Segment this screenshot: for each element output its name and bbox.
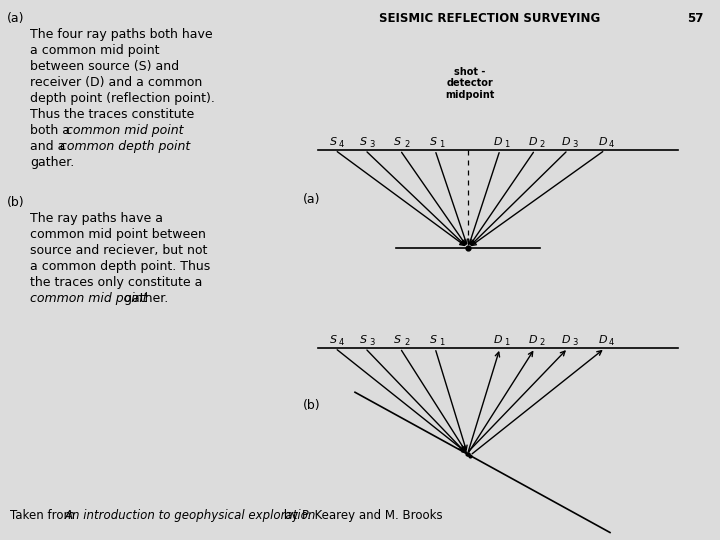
Text: 3: 3 [369, 140, 374, 149]
Text: 4: 4 [339, 338, 344, 347]
Text: (a): (a) [303, 193, 320, 206]
Text: S: S [330, 335, 336, 345]
Text: common mid point between: common mid point between [30, 228, 206, 241]
Text: source and reciever, but not: source and reciever, but not [30, 244, 207, 257]
Text: by P. Kearey and M. Brooks: by P. Kearey and M. Brooks [280, 509, 443, 522]
Text: D: D [494, 335, 503, 345]
Text: depth point (reflection point).: depth point (reflection point). [30, 92, 215, 105]
Text: 1: 1 [439, 338, 444, 347]
Text: Taken from: Taken from [10, 509, 78, 522]
Text: 3: 3 [572, 338, 577, 347]
Text: D: D [528, 335, 537, 345]
Text: D: D [562, 137, 570, 147]
Text: The ray paths have a: The ray paths have a [30, 212, 163, 225]
Text: D: D [599, 335, 607, 345]
Text: S: S [429, 137, 436, 147]
Text: The four ray paths both have: The four ray paths both have [30, 28, 212, 41]
Text: D: D [562, 335, 570, 345]
Text: (a): (a) [7, 12, 24, 25]
Text: 4: 4 [609, 338, 614, 347]
Text: gather.: gather. [30, 156, 74, 169]
Text: S: S [395, 137, 402, 147]
Text: 4: 4 [609, 140, 614, 149]
Text: 1: 1 [439, 140, 444, 149]
Text: common mid point: common mid point [30, 292, 148, 305]
Text: (b): (b) [303, 399, 320, 411]
Text: receiver (D) and a common: receiver (D) and a common [30, 76, 202, 89]
Text: common mid point: common mid point [66, 124, 184, 137]
Text: D: D [599, 137, 607, 147]
Text: 4: 4 [339, 140, 344, 149]
Text: 3: 3 [369, 338, 374, 347]
Text: a common mid point: a common mid point [30, 44, 160, 57]
Text: S: S [330, 137, 336, 147]
Text: S: S [395, 335, 402, 345]
Text: 2: 2 [539, 140, 544, 149]
Text: S: S [429, 335, 436, 345]
Text: 3: 3 [572, 140, 577, 149]
Text: shot -
detector
midpoint: shot - detector midpoint [445, 67, 495, 100]
Text: D: D [528, 137, 537, 147]
Text: gather.: gather. [120, 292, 168, 305]
Text: the traces only constitute a: the traces only constitute a [30, 276, 202, 289]
Text: An introduction to geophysical exploration: An introduction to geophysical explorati… [65, 509, 316, 522]
Text: between source (S) and: between source (S) and [30, 60, 179, 73]
Text: 2: 2 [539, 338, 544, 347]
Text: a common depth point. Thus: a common depth point. Thus [30, 260, 210, 273]
Text: Thus the traces constitute: Thus the traces constitute [30, 108, 194, 121]
Text: both a: both a [30, 124, 74, 137]
Text: D: D [494, 137, 503, 147]
Text: 2: 2 [404, 338, 409, 347]
Text: SEISMIC REFLECTION SURVEYING: SEISMIC REFLECTION SURVEYING [379, 12, 600, 25]
Text: S: S [359, 335, 366, 345]
Text: 1: 1 [504, 338, 509, 347]
Text: 2: 2 [404, 140, 409, 149]
Text: common depth point: common depth point [60, 140, 190, 153]
Text: 1: 1 [504, 140, 509, 149]
Text: and a: and a [30, 140, 69, 153]
Text: S: S [359, 137, 366, 147]
Text: 57: 57 [687, 12, 703, 25]
Text: (b): (b) [7, 196, 24, 209]
